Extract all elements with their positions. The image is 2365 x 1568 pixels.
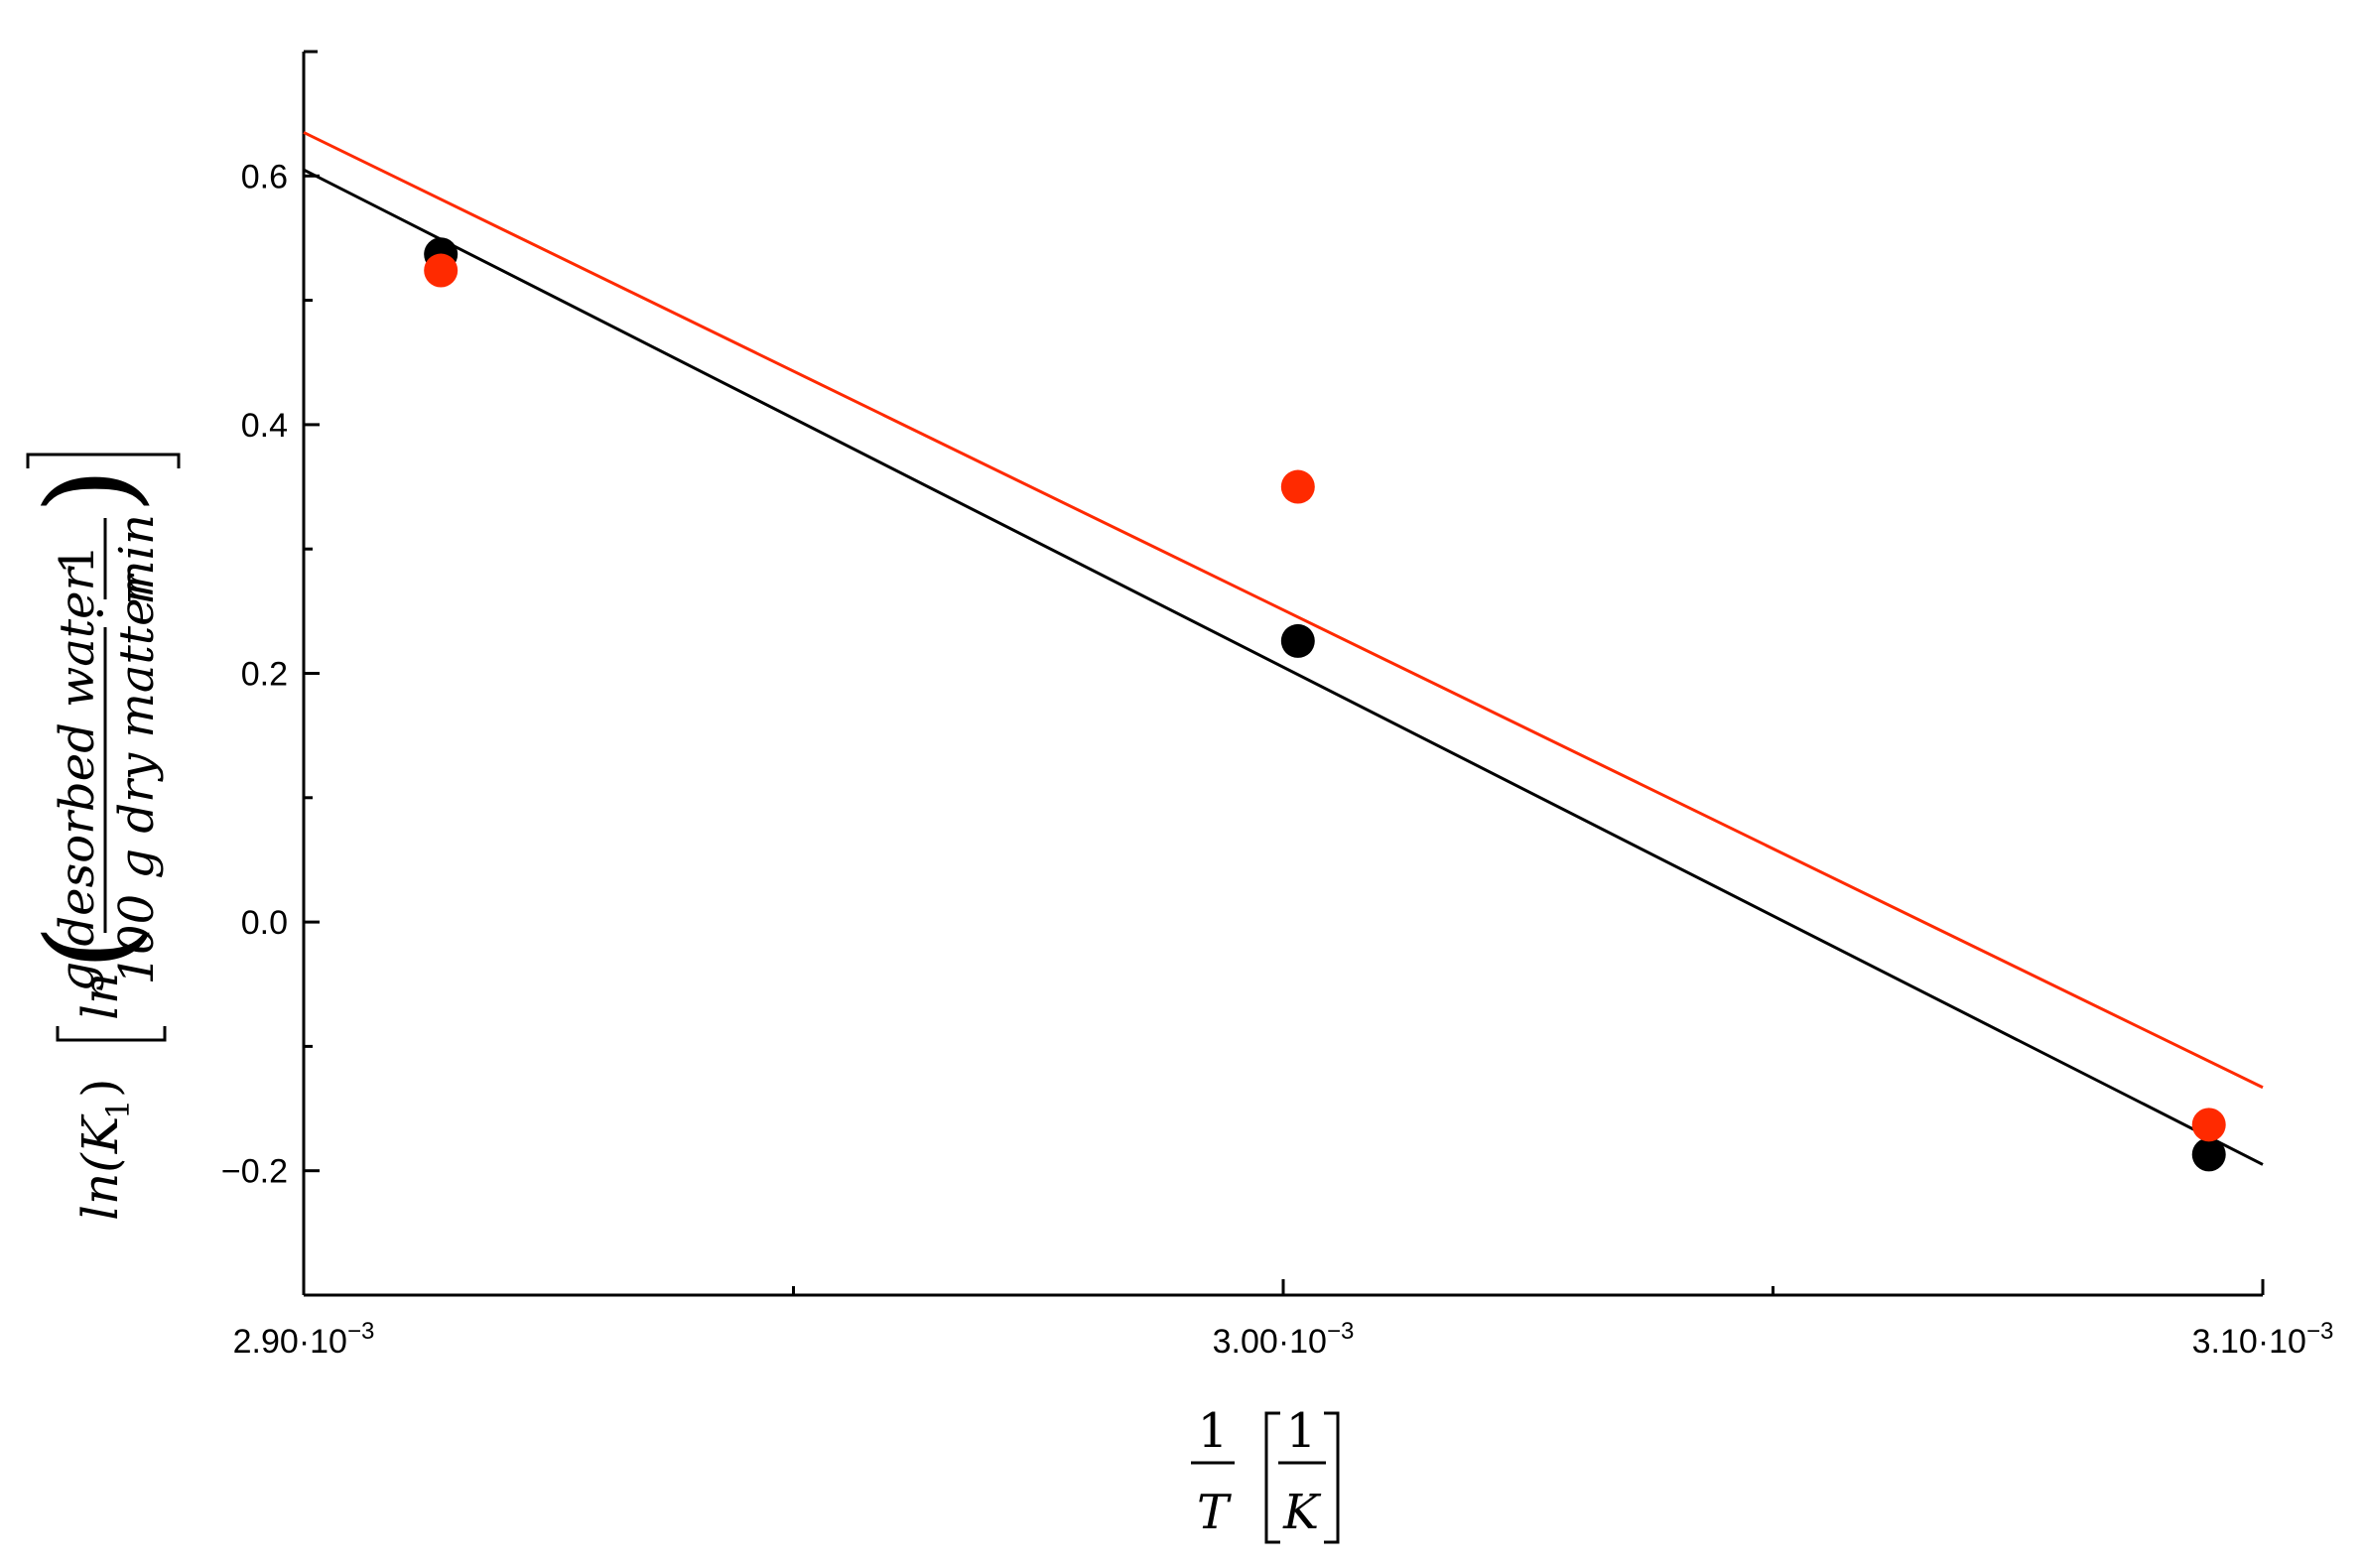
xlabel-frac-den: T (1197, 1485, 1232, 1540)
y-axis-label: ln(K 1 ) ln ( g desorbed water 100 g dry… (22, 453, 181, 1221)
y-tick-label: 0.4 (241, 407, 288, 445)
xlabel-unit-num: 1 (1286, 1403, 1317, 1459)
fit-line-series-1 (303, 168, 2264, 1166)
data-point-series-1 (1280, 623, 1315, 658)
x-tick-exponent: −3 (347, 1318, 374, 1345)
data-point-series-1 (2191, 1137, 2226, 1172)
xlabel-right-bracket (1324, 1411, 1340, 1544)
data-point-series-2 (424, 253, 459, 288)
ylabel-right-bracket (26, 453, 181, 468)
fit-lines (303, 131, 2264, 1166)
x-tick-label: 2.90·10−3 (233, 1318, 375, 1361)
y-tick-label: 0.2 (241, 656, 288, 694)
xlabel-frac-num: 1 (1198, 1403, 1229, 1459)
x-tick-exponent: −3 (2306, 1318, 2333, 1345)
ylabel-prefix: ln(K (71, 1113, 129, 1221)
y-tick-label: 0.6 (241, 158, 288, 196)
data-points (424, 237, 2226, 1172)
xlabel-unit-den: K (1282, 1485, 1322, 1540)
x-ticks: 2.90·10−3 3.00·10−3 3.10·10−3 (233, 1279, 2334, 1361)
ylabel-frac2-den: min (109, 514, 165, 605)
fit-line-series-2 (303, 131, 2264, 1090)
ylabel-frac2-num: 1 (50, 545, 105, 576)
y-tick-label: −0.2 (221, 1153, 288, 1191)
x-axis-label: 1 T 1 K (1191, 1403, 1340, 1544)
ylabel-frac1-den: 100 g dry matter (109, 572, 165, 984)
ylabel-dot: · (71, 605, 129, 621)
ylabel-ln: ln (71, 973, 129, 1020)
xlabel-left-bracket (1264, 1411, 1280, 1544)
data-point-series-2 (1280, 469, 1315, 504)
x-tick-label: 3.10·10−3 (2192, 1318, 2334, 1361)
ylabel-frac1-num: g desorbed water (50, 565, 105, 991)
y-tick-label: 0.0 (241, 904, 288, 942)
x-tick-label: 3.00·10−3 (1213, 1318, 1355, 1361)
x-tick-exponent: −3 (1327, 1318, 1354, 1345)
y-ticks: 0.6 0.4 0.2 0.0 −0.2 (221, 50, 320, 1191)
ylabel-open-paren: ( (22, 924, 160, 971)
axes (302, 52, 2263, 1297)
ylabel-sub: 1 (99, 1100, 137, 1119)
ylabel-suffix: ) (71, 1078, 129, 1098)
data-point-series-2 (2191, 1108, 2226, 1142)
ylabel-left-bracket (56, 1026, 167, 1042)
ylabel-close-paren: ) (22, 467, 160, 514)
